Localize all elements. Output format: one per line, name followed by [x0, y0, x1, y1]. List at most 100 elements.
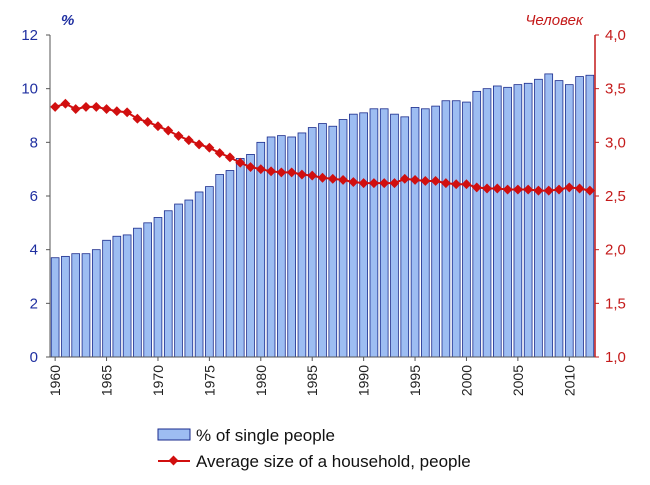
household-size-point-1991: [368, 178, 379, 189]
household-size-point-1968: [132, 113, 143, 124]
household-size-point-1969: [142, 116, 153, 127]
household-size-point-1986: [317, 172, 328, 183]
bar-1973: [184, 199, 194, 358]
household-size-point-2000: [461, 179, 472, 190]
household-size-point-1976: [214, 148, 225, 159]
bar-1987: [328, 125, 338, 358]
bar-1992: [379, 108, 389, 358]
bar-1979: [246, 154, 255, 358]
bar-1995: [410, 107, 420, 358]
bar-1961: [61, 255, 70, 358]
household-size-point-1965: [101, 104, 112, 115]
bar-1999: [451, 100, 461, 358]
household-size-point-2006: [523, 184, 534, 195]
bar-1971: [163, 210, 173, 358]
bar-1989: [349, 113, 358, 358]
x-tick-label-1985: 1985: [304, 365, 320, 396]
bar-1991: [369, 108, 379, 358]
bar-2004: [503, 86, 512, 358]
bar-2011: [575, 76, 584, 358]
bar-2010: [564, 84, 574, 358]
household-size-point-1996: [420, 176, 431, 186]
right-tick-label-3,0: 3,0: [605, 134, 626, 151]
bar-1990: [359, 112, 368, 358]
bar-1978: [235, 158, 245, 358]
bar-1964: [91, 249, 101, 358]
household-size-point-1975: [204, 142, 215, 153]
household-size-point-2001: [471, 182, 482, 193]
household-size-point-1963: [81, 101, 91, 112]
household-size-point-1982: [276, 167, 287, 178]
household-size-point-1992: [379, 178, 390, 189]
household-size-point-1979: [245, 162, 256, 172]
household-size-point-1987: [327, 173, 338, 184]
bar-1994: [400, 116, 410, 358]
legend-label-household-size: Average size of a household, people: [196, 452, 471, 471]
household-size-point-1971: [163, 125, 174, 136]
bar-1977: [225, 170, 235, 358]
household-size-point-1980: [255, 164, 266, 175]
legend: % of single people Average size of a hou…: [157, 426, 471, 471]
x-tick-label-1965: 1965: [99, 365, 115, 396]
legend-marker-household-size: [168, 455, 179, 466]
bar-2007: [534, 78, 543, 358]
household-size-point-1983: [286, 167, 297, 178]
bar-1962: [71, 253, 81, 358]
bar-1963: [81, 253, 91, 358]
x-tick-label-1995: 1995: [407, 365, 423, 396]
bar-1993: [390, 113, 399, 358]
left-tick-label-10: 10: [21, 81, 38, 98]
household-size-point-1978: [235, 157, 246, 168]
x-tick-label-2005: 2005: [510, 365, 526, 396]
household-size-point-1990: [358, 178, 369, 189]
household-size-point-1974: [194, 139, 205, 150]
household-size-point-1989: [348, 177, 359, 187]
household-size-point-2003: [492, 183, 503, 194]
bar-1984: [297, 132, 307, 358]
household-size-point-1964: [91, 101, 102, 112]
bar-1970: [153, 217, 163, 358]
household-size-point-2005: [512, 184, 523, 195]
household-size-point-1972: [173, 130, 184, 141]
right-tick-label-1,5: 1,5: [605, 295, 626, 312]
household-size-point-2008: [543, 185, 554, 196]
bar-2000: [462, 101, 471, 358]
left-axis-unit-label: %: [61, 12, 74, 29]
x-tick-label-1960: 1960: [47, 365, 63, 396]
bar-1967: [122, 234, 132, 358]
household-size-point-1960: [50, 101, 61, 112]
right-tick-label-2,5: 2,5: [605, 188, 626, 205]
bar-1997: [431, 105, 440, 358]
x-tick-label-1990: 1990: [356, 365, 372, 396]
bar-2005: [513, 84, 523, 358]
bar-1975: [205, 186, 214, 358]
household-size-point-1993: [389, 178, 400, 189]
bar-1988: [338, 119, 348, 358]
household-size-point-1994: [399, 173, 410, 184]
bar-1976: [215, 174, 224, 358]
legend-label-single-people: % of single people: [196, 426, 335, 445]
household-size-point-1966: [111, 106, 122, 117]
bar-1969: [143, 222, 152, 358]
right-axis-unit-label: Человек: [525, 12, 584, 29]
household-size-point-1961: [60, 98, 71, 109]
bar-1966: [112, 235, 122, 358]
bar-1965: [102, 239, 111, 358]
x-tick-label-2000: 2000: [458, 365, 474, 396]
bar-1998: [441, 100, 451, 358]
bar-2001: [472, 90, 482, 358]
bar-2003: [492, 85, 502, 358]
x-tick-label-1970: 1970: [150, 365, 166, 396]
x-tick-label-1980: 1980: [253, 365, 269, 396]
household-size-point-1981: [266, 166, 277, 177]
x-tick-label-2010: 2010: [561, 365, 577, 396]
right-tick-label-3,5: 3,5: [605, 81, 626, 98]
bars-group: [50, 73, 595, 358]
line-group: [50, 98, 595, 196]
left-tick-label-4: 4: [30, 242, 38, 259]
bar-1980: [256, 141, 266, 358]
household-size-point-1973: [183, 135, 194, 146]
household-size-point-2007: [533, 185, 544, 196]
bar-2002: [482, 88, 492, 358]
